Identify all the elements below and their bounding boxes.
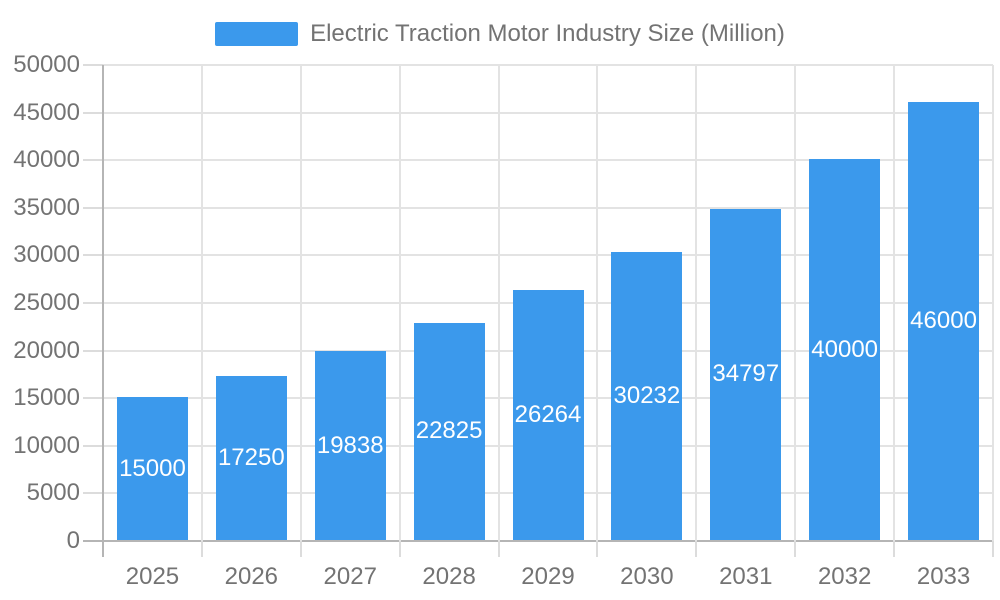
gridline-horizontal — [103, 254, 993, 257]
y-axis-tick-label: 35000 — [13, 193, 80, 221]
x-axis-tick-label: 2025 — [125, 563, 180, 590]
x-axis-tick — [695, 541, 698, 557]
gridline-vertical — [497, 65, 500, 541]
y-axis-tick-label: 30000 — [13, 241, 80, 269]
x-axis-tick — [596, 541, 599, 557]
bar-2026[interactable]: 17250 — [215, 375, 287, 540]
gridline-vertical — [398, 65, 401, 541]
y-axis-tick-label: 15000 — [13, 384, 80, 412]
x-axis-tick-label: 2027 — [323, 563, 377, 590]
bar-value-label: 17250 — [217, 443, 285, 471]
x-axis-tick-label: 2033 — [916, 563, 971, 590]
x-axis-tick-label: 2029 — [521, 563, 575, 590]
bar-2032[interactable]: 40000 — [809, 159, 881, 540]
gridline-horizontal — [103, 206, 993, 209]
legend-swatch — [215, 22, 299, 46]
gridline-vertical — [893, 65, 896, 541]
y-axis-tick — [83, 64, 103, 66]
gridline-vertical — [992, 65, 994, 541]
gridline-vertical — [102, 65, 104, 541]
x-axis-tick-label: 2032 — [817, 563, 872, 590]
y-axis-tick-label: 45000 — [13, 98, 80, 126]
x-axis-tick-label: 2031 — [719, 563, 773, 590]
bar-value-label: 19838 — [316, 431, 384, 459]
bar-value-label: 15000 — [119, 454, 186, 482]
bar-2028[interactable]: 22825 — [413, 322, 485, 540]
x-axis-tick — [992, 541, 994, 557]
y-axis-tick — [83, 444, 103, 447]
x-axis-tick-label: 2028 — [422, 563, 476, 590]
bar-value-label: 30232 — [613, 382, 681, 410]
x-axis-tick-label: 2026 — [224, 563, 279, 590]
x-axis-tick — [398, 541, 401, 557]
bar-2033[interactable]: 46000 — [908, 102, 980, 540]
x-axis-tick-label: 2030 — [620, 563, 674, 590]
legend-item[interactable]: Electric Traction Motor Industry Size (M… — [215, 20, 785, 48]
bar-value-label: 22825 — [415, 417, 483, 445]
x-axis-tick — [299, 541, 302, 557]
bar-2031[interactable]: 34797 — [710, 208, 782, 540]
legend: Electric Traction Motor Industry Size (M… — [0, 20, 1000, 48]
y-axis-tick — [83, 397, 103, 400]
x-axis-tick — [497, 541, 500, 557]
y-axis-tick-label: 5000 — [26, 479, 80, 507]
gridline-vertical — [794, 65, 797, 541]
y-axis-tick-label: 40000 — [13, 146, 80, 174]
y-axis-tick-label: 25000 — [13, 289, 80, 316]
bar-2027[interactable]: 19838 — [314, 351, 386, 540]
bar-value-label: 26264 — [514, 400, 582, 428]
y-axis-tick-label: 20000 — [13, 336, 80, 364]
y-axis-tick — [83, 302, 103, 304]
x-axis-tick — [893, 541, 896, 557]
y-axis-tick — [83, 159, 103, 162]
x-axis-tick — [102, 541, 104, 557]
y-axis-tick-label: 10000 — [13, 431, 80, 459]
bar-2030[interactable]: 30232 — [611, 252, 683, 540]
y-axis-tick — [83, 492, 103, 495]
y-axis-tick — [83, 349, 103, 352]
y-axis-tick — [83, 540, 103, 542]
gridline-horizontal — [103, 111, 993, 114]
bar-2029[interactable]: 26264 — [512, 289, 584, 540]
y-axis-tick — [83, 254, 103, 257]
x-axis-tick — [794, 541, 797, 557]
gridline-horizontal — [103, 540, 993, 542]
x-axis-tick — [200, 541, 203, 557]
y-axis-tick-label: 50000 — [13, 51, 80, 78]
gridline-vertical — [695, 65, 698, 541]
y-axis-tick — [83, 206, 103, 209]
bar-value-label: 34797 — [712, 360, 780, 388]
gridline-vertical — [200, 65, 203, 541]
gridline-vertical — [299, 65, 302, 541]
bar-2025[interactable]: 15000 — [116, 397, 188, 540]
gridline-vertical — [596, 65, 599, 541]
gridline-horizontal — [103, 159, 993, 162]
y-axis-tick — [83, 111, 103, 114]
y-axis-tick-label: 0 — [66, 527, 80, 554]
bar-value-label: 40000 — [811, 335, 879, 363]
gridline-horizontal — [103, 64, 993, 66]
bar-value-label: 46000 — [910, 307, 977, 335]
legend-label: Electric Traction Motor Industry Size (M… — [310, 20, 785, 47]
